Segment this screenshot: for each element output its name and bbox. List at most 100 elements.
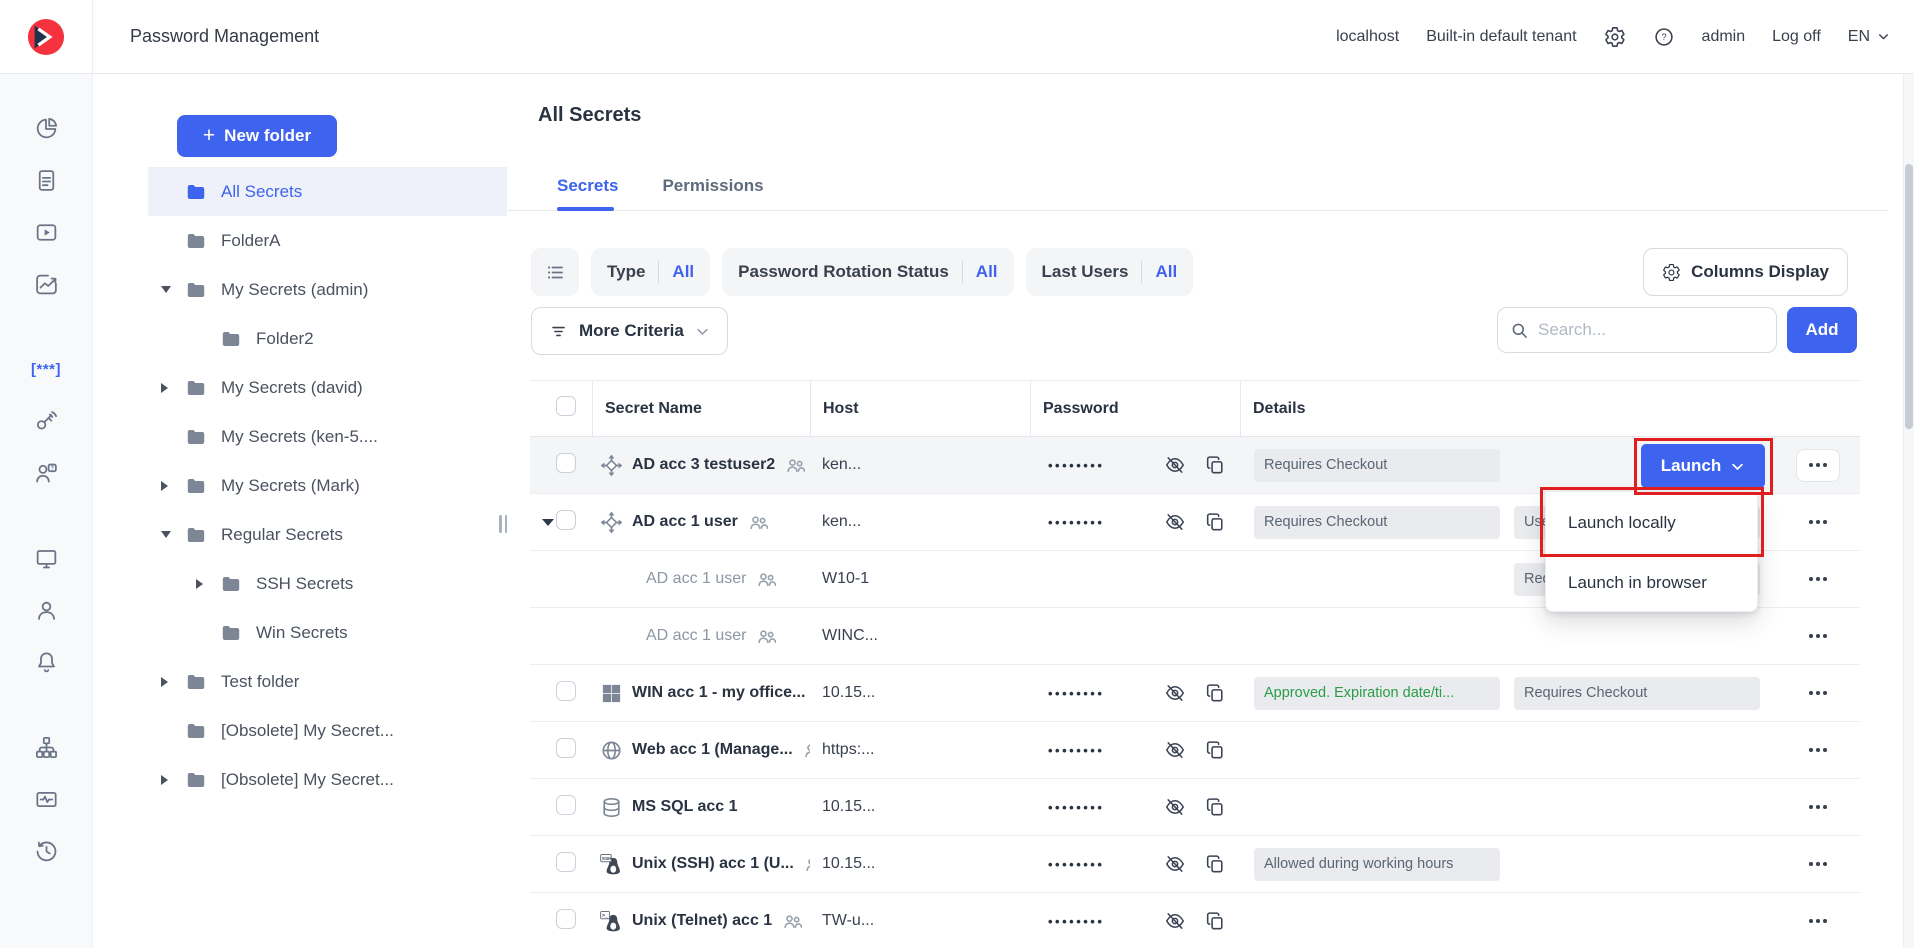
copy-password-icon[interactable]: [1204, 853, 1226, 875]
caret-right-icon[interactable]: [161, 383, 185, 393]
secret-name-label[interactable]: AD acc 1 user: [632, 513, 738, 530]
row-menu-button[interactable]: [1796, 905, 1840, 938]
sidebar-item-my-secrets-david[interactable]: My Secrets (david): [148, 363, 507, 412]
more-criteria-button[interactable]: More Criteria: [531, 307, 728, 355]
row-checkbox[interactable]: [556, 794, 576, 815]
sidebar-item-my-secrets-ken-5[interactable]: My Secrets (ken-5....: [148, 412, 507, 461]
reveal-password-icon[interactable]: [1164, 682, 1186, 704]
caret-right-icon[interactable]: [196, 579, 220, 589]
copy-password-icon[interactable]: [1204, 910, 1226, 932]
reveal-password-icon[interactable]: [1164, 910, 1186, 932]
rail-item-notifications[interactable]: [0, 636, 93, 688]
scrollbar-thumb[interactable]: [1904, 164, 1913, 429]
secret-name-label[interactable]: Unix (SSH) acc 1 (U...: [632, 855, 794, 872]
sidebar-item-obsolete-my-secret[interactable]: [Obsolete] My Secret...: [148, 706, 507, 755]
tab-secrets[interactable]: Secrets: [557, 176, 619, 195]
tenant-selector[interactable]: Built-in default tenant: [1426, 27, 1577, 45]
row-checkbox[interactable]: [556, 452, 576, 473]
rail-item-provisioning-key[interactable]: [0, 395, 93, 447]
copy-password-icon[interactable]: [1204, 511, 1226, 533]
rail-item-activity-chart[interactable]: [0, 258, 93, 310]
new-folder-button[interactable]: + New folder: [177, 115, 337, 157]
sidebar-item-my-secrets-admin[interactable]: My Secrets (admin): [148, 265, 507, 314]
copy-password-icon[interactable]: [1204, 454, 1226, 476]
rail-item-remote-sessions[interactable]: [0, 532, 93, 584]
app-logo[interactable]: [0, 0, 93, 73]
rail-item-system-health[interactable]: [0, 773, 93, 825]
settings-gear-icon[interactable]: [1604, 26, 1626, 48]
row-menu-button[interactable]: [1796, 563, 1840, 596]
column-header-password[interactable]: Password: [1030, 381, 1240, 436]
rail-item-history[interactable]: [0, 825, 93, 877]
row-menu-button[interactable]: [1796, 734, 1840, 767]
copy-password-icon[interactable]: [1204, 796, 1226, 818]
user-menu[interactable]: admin: [1701, 27, 1746, 45]
filter-chip-last-users[interactable]: Last Users All: [1025, 248, 1194, 296]
rail-item-pie-chart[interactable]: [0, 102, 93, 154]
secret-name-label[interactable]: MS SQL acc 1: [632, 798, 738, 815]
rail-item-reports[interactable]: [0, 154, 93, 206]
rail-item-access-requests[interactable]: ?: [0, 447, 93, 499]
sidebar-item-my-secrets-mark[interactable]: My Secrets (Mark): [148, 461, 507, 510]
reveal-password-icon[interactable]: [1164, 511, 1186, 533]
caret-right-icon[interactable]: [161, 481, 185, 491]
sidebar-item-all-secrets[interactable]: All Secrets: [148, 167, 507, 216]
reveal-password-icon[interactable]: [1164, 796, 1186, 818]
row-menu-button[interactable]: [1796, 677, 1840, 710]
row-menu-button[interactable]: [1796, 848, 1840, 881]
sidebar-item-obsolete-my-secret[interactable]: [Obsolete] My Secret...: [148, 755, 507, 804]
caret-right-icon[interactable]: [161, 775, 185, 785]
search-input[interactable]: [1538, 320, 1764, 340]
secret-name-label[interactable]: Unix (Telnet) acc 1: [632, 912, 773, 929]
sidebar-item-foldera[interactable]: FolderA: [148, 216, 507, 265]
reveal-password-icon[interactable]: [1164, 739, 1186, 761]
rail-item-video-tutorials[interactable]: [0, 206, 93, 258]
reveal-password-icon[interactable]: [1164, 454, 1186, 476]
menu-item-launch-locally[interactable]: Launch locally: [1568, 513, 1676, 532]
sidebar-resize-handle[interactable]: [499, 515, 507, 533]
filter-chip-password-rotation-status[interactable]: Password Rotation Status All: [722, 248, 1014, 296]
help-icon[interactable]: ?: [1653, 26, 1675, 48]
row-menu-button[interactable]: [1796, 791, 1840, 824]
secret-name-label[interactable]: WIN acc 1 - my office...: [632, 684, 806, 701]
rail-item-users[interactable]: [0, 584, 93, 636]
select-all-checkbox[interactable]: [556, 396, 576, 416]
sidebar-item-regular-secrets[interactable]: Regular Secrets: [148, 510, 507, 559]
secret-name-label[interactable]: Web acc 1 (Manage...: [632, 741, 793, 758]
column-header-host[interactable]: Host: [810, 381, 1030, 436]
row-checkbox[interactable]: [556, 509, 576, 530]
row-checkbox[interactable]: [556, 737, 576, 758]
secret-name-label[interactable]: AD acc 3 testuser2: [632, 456, 776, 473]
menu-item-launch-in-browser[interactable]: Launch in browser: [1568, 572, 1707, 592]
rail-item-sitemap[interactable]: [0, 721, 93, 773]
copy-password-icon[interactable]: [1204, 682, 1226, 704]
launch-button[interactable]: Launch: [1641, 444, 1765, 488]
row-checkbox[interactable]: [556, 680, 576, 701]
column-header-details[interactable]: Details: [1240, 381, 1786, 436]
sidebar-item-folder2[interactable]: Folder2: [148, 314, 507, 363]
sidebar-item-test-folder[interactable]: Test folder: [148, 657, 507, 706]
row-checkbox[interactable]: [556, 851, 576, 872]
add-secret-button[interactable]: Add: [1787, 307, 1857, 353]
caret-right-icon[interactable]: [161, 677, 185, 687]
sidebar-item-win-secrets[interactable]: Win Secrets: [148, 608, 507, 657]
caret-down-icon[interactable]: [161, 531, 185, 538]
column-header-secret-name[interactable]: Secret Name: [592, 381, 810, 436]
copy-password-icon[interactable]: [1204, 739, 1226, 761]
sidebar-item-ssh-secrets[interactable]: SSH Secrets: [148, 559, 507, 608]
filter-chip-type[interactable]: Type All: [591, 248, 711, 296]
row-menu-button[interactable]: [1796, 620, 1840, 653]
columns-display-button[interactable]: Columns Display: [1643, 248, 1848, 296]
reveal-password-icon[interactable]: [1164, 853, 1186, 875]
row-checkbox[interactable]: [556, 908, 576, 929]
logoff-button[interactable]: Log off: [1772, 27, 1821, 45]
list-view-button[interactable]: [531, 248, 579, 296]
row-menu-button[interactable]: [1796, 506, 1840, 539]
caret-down-icon[interactable]: [161, 286, 185, 293]
language-selector[interactable]: EN: [1848, 28, 1890, 46]
tab-permissions[interactable]: Permissions: [662, 176, 764, 195]
row-expand-caret-icon[interactable]: [542, 518, 554, 526]
row-menu-button[interactable]: [1796, 448, 1840, 482]
scrollbar-track[interactable]: [1903, 74, 1914, 948]
rail-item-passwords[interactable]: [***]: [0, 343, 93, 395]
